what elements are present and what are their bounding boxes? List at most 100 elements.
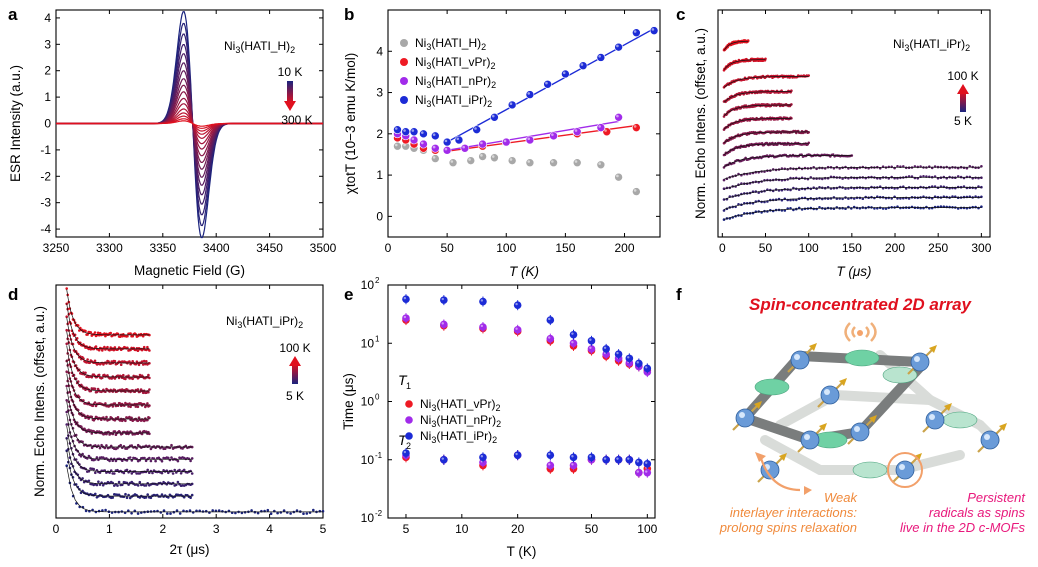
d-data-point: [65, 464, 68, 468]
e-data-point: [479, 453, 487, 462]
d-data-point: [101, 483, 105, 487]
b-ytick-label: 3: [376, 86, 383, 100]
f-spin-arrow-head: [999, 423, 1007, 431]
c-data-point: [815, 197, 818, 200]
f-right-caption-line: live in the 2D c-MOFs: [900, 520, 1025, 535]
panel-label-e: e: [344, 285, 353, 304]
c-data-point: [971, 186, 974, 190]
d-data-point: [279, 511, 283, 514]
c-data-point: [861, 165, 865, 169]
d-data-point: [166, 512, 169, 515]
b-data-point: [490, 113, 499, 122]
d-data-point: [109, 346, 112, 349]
f-right-caption-line: radicals as spins: [929, 505, 1026, 520]
b-data-point: [549, 158, 558, 168]
f-spin-sphere: [800, 430, 820, 450]
d-data-point: [84, 509, 88, 513]
f-linker-disc: [852, 461, 888, 479]
panel-label-d: d: [8, 285, 18, 304]
d-data-point: [243, 511, 247, 514]
c-data-point: [956, 185, 960, 189]
e-t2-label: T: [398, 432, 408, 448]
d-data-point: [97, 480, 100, 484]
d-data-point: [65, 384, 68, 388]
e-data-point: [440, 296, 448, 304]
c-data-point: [913, 186, 917, 190]
d-data-point: [145, 360, 148, 363]
e-ytick-label: 10: [361, 395, 375, 409]
c-data-point: [945, 195, 948, 199]
c-data-point: [968, 175, 972, 179]
d-data-point: [109, 331, 112, 335]
d-data-point: [120, 510, 124, 513]
d-data-point: [110, 377, 113, 380]
f-interaction-arrow-head: [755, 452, 766, 462]
c-data-point: [722, 209, 726, 212]
f-spin-sphere: [735, 408, 755, 428]
e-data-point: [602, 455, 610, 464]
d-data-point: [159, 511, 163, 514]
e-data-point: [602, 345, 610, 353]
a-xtick-label: 3450: [256, 241, 283, 255]
c-data-point: [899, 185, 902, 189]
d-data-point: [167, 456, 170, 460]
e-data-point-highlight: [403, 296, 407, 300]
d-data-point: [124, 377, 127, 381]
b-data-point-highlight: [420, 131, 424, 134]
b-data-point: [409, 135, 419, 145]
d-data-point: [135, 457, 138, 461]
plot-frame: [55, 284, 324, 519]
b-data-point-highlight: [432, 156, 436, 159]
d-data-point: [160, 493, 164, 496]
c-x-axis-title: T (μs): [836, 264, 871, 279]
d-data-point: [144, 362, 147, 366]
f-signal-arc: [844, 322, 851, 342]
d-data-point: [136, 419, 140, 423]
c-data-point: [809, 206, 813, 210]
d-data-point: [137, 363, 141, 367]
c-data-point: [887, 165, 891, 169]
d-data-point: [129, 405, 132, 409]
b-x-axis-title: T (K): [509, 264, 539, 279]
e-ytick-label: 10: [361, 278, 375, 292]
b-data-point: [596, 160, 606, 170]
e-t1-subscript: 1: [406, 381, 411, 391]
c-data-point: [722, 178, 726, 182]
c-data-point: [962, 195, 966, 199]
b-data-point: [478, 139, 487, 149]
d-data-point: [65, 315, 68, 319]
d-data-point: [147, 390, 150, 394]
e-data-point: [569, 339, 578, 348]
d-arrow-bottom-label: 5 K: [286, 389, 304, 403]
e-data-point: [440, 455, 448, 464]
f-lattice-bar-front: [740, 413, 815, 445]
esr-spectrum-line: [56, 120, 323, 127]
b-legend-marker: [400, 39, 408, 47]
d-data-point: [90, 375, 94, 379]
b-data-point-highlight: [651, 28, 655, 31]
b-data-point-highlight: [616, 114, 619, 118]
c-xtick-label: 200: [885, 241, 905, 255]
c-data-point: [954, 176, 957, 179]
d-data-point: [201, 510, 205, 513]
d-data-point: [266, 508, 270, 512]
d-data-point: [118, 335, 122, 339]
panel-label-c: c: [676, 5, 685, 24]
b-data-point: [525, 90, 535, 99]
f-title: Spin-concentrated 2D array: [749, 295, 973, 314]
b-data-point: [448, 158, 458, 168]
d-data-point: [312, 508, 315, 512]
d-data-point: [163, 447, 167, 451]
d-data-point: [129, 332, 132, 335]
b-xtick-label: 200: [615, 241, 635, 255]
b-data-point: [431, 131, 440, 141]
d-data-point: [160, 459, 164, 463]
f-lattice-bar-back: [830, 390, 935, 405]
d-data-point: [79, 491, 83, 495]
d-data-point: [95, 390, 99, 394]
c-data-point: [800, 167, 804, 171]
d-data-point: [87, 470, 91, 473]
d-data-point: [90, 446, 94, 450]
b-data-point: [632, 187, 641, 196]
